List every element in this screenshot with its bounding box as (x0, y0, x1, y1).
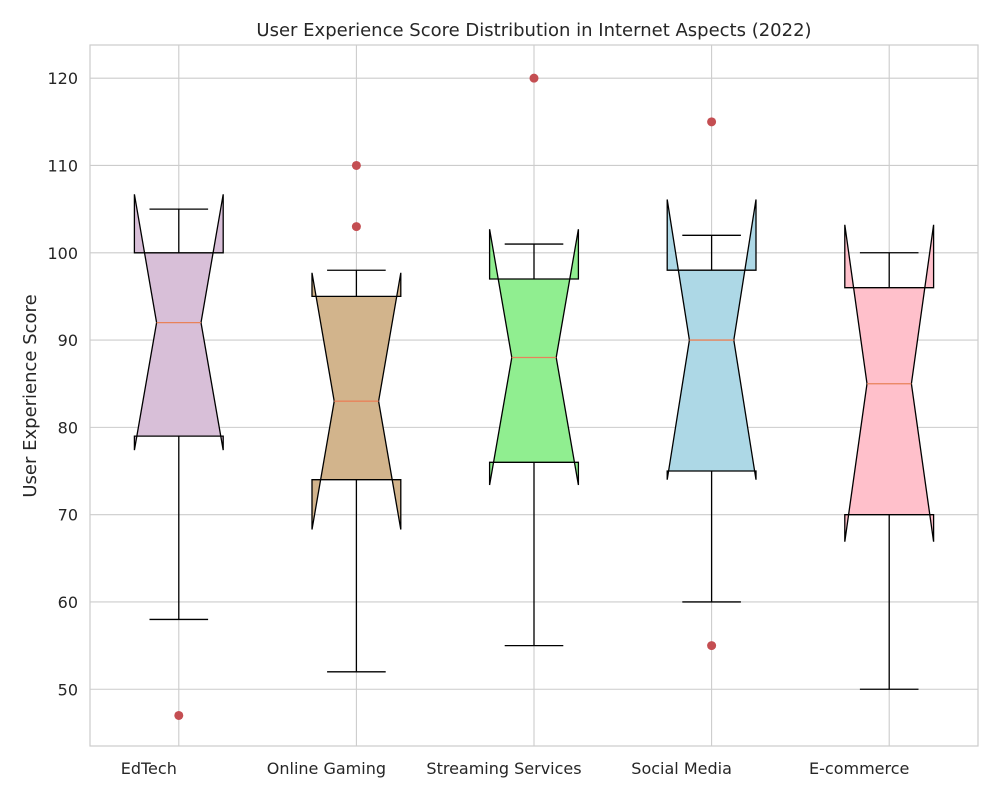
x-tick-label: Streaming Services (426, 759, 581, 778)
box-streaming-services (488, 229, 580, 647)
y-tick-label: 70 (58, 506, 78, 525)
y-tick-label: 80 (58, 418, 78, 437)
boxes (133, 194, 935, 690)
y-ticks: 50 60 70 80 90 100 110 120 (47, 69, 78, 699)
box-e-commerce (844, 224, 935, 690)
x-ticks: EdTech Online Gaming Streaming Services Soc… (121, 759, 910, 778)
outlier-point (707, 641, 717, 651)
y-tick-label: 110 (47, 156, 78, 175)
y-tick-label: 50 (58, 680, 78, 699)
outlier-point (707, 117, 717, 127)
y-tick-label: 120 (47, 69, 78, 88)
box-social-media (666, 199, 757, 603)
chart-title: User Experience Score Distribution in In… (256, 20, 811, 41)
x-tick-label: Social Media (631, 759, 732, 778)
y-tick-label: 100 (47, 244, 78, 263)
box-online-gaming (311, 269, 402, 673)
y-tick-label: 60 (58, 593, 78, 612)
plot-frame (89, 44, 979, 747)
outlier-point (351, 222, 361, 232)
outlier-point (529, 73, 539, 83)
outlier-point (351, 160, 361, 170)
box-edtech (133, 194, 224, 621)
outliers (174, 73, 717, 720)
x-tick-label: E-commerce (809, 759, 909, 778)
outlier-point (174, 710, 184, 720)
y-tick-label: 90 (58, 331, 78, 350)
y-axis-label: User Experience Score (20, 294, 41, 497)
x-tick-label: Online Gaming (267, 759, 386, 778)
x-tick-label: EdTech (121, 759, 177, 778)
